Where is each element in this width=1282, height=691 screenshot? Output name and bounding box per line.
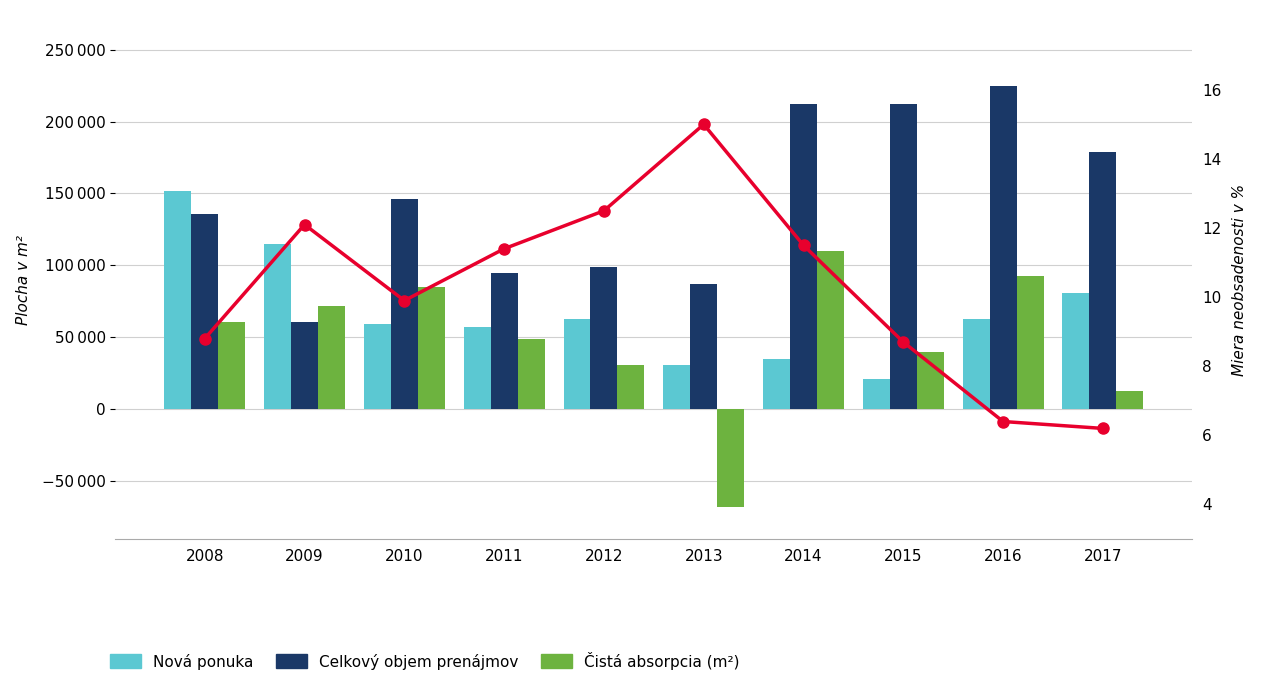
Y-axis label: Plocha v m²: Plocha v m² bbox=[15, 235, 31, 325]
Bar bbox=[1117, 390, 1144, 409]
Bar bbox=[491, 273, 518, 409]
Bar bbox=[663, 365, 690, 409]
Bar bbox=[418, 287, 445, 409]
Legend: Nová ponuka, Celkový objem prenájmov, Čistá absorpcia (m²): Nová ponuka, Celkový objem prenájmov, Či… bbox=[110, 652, 740, 670]
Bar bbox=[318, 306, 345, 409]
Bar bbox=[717, 409, 744, 507]
Bar bbox=[291, 321, 318, 409]
Bar bbox=[464, 328, 491, 409]
Bar bbox=[790, 104, 817, 409]
Bar bbox=[963, 319, 990, 409]
Bar bbox=[518, 339, 545, 409]
Bar bbox=[917, 352, 944, 409]
Bar bbox=[191, 214, 218, 409]
Bar bbox=[164, 191, 191, 409]
Bar bbox=[690, 284, 717, 409]
Bar bbox=[1090, 152, 1117, 409]
Bar bbox=[1017, 276, 1044, 409]
Bar bbox=[863, 379, 890, 409]
Bar bbox=[990, 86, 1017, 409]
Bar bbox=[364, 325, 391, 409]
Bar bbox=[264, 244, 291, 409]
Bar bbox=[564, 319, 591, 409]
Bar bbox=[218, 321, 245, 409]
Y-axis label: Miera neobsadenosti v %: Miera neobsadenosti v % bbox=[1232, 184, 1247, 376]
Bar bbox=[391, 199, 418, 409]
Bar bbox=[817, 251, 844, 409]
Bar bbox=[1063, 293, 1090, 409]
Bar bbox=[591, 267, 618, 409]
Bar bbox=[618, 365, 645, 409]
Bar bbox=[763, 359, 790, 409]
Bar bbox=[890, 104, 917, 409]
